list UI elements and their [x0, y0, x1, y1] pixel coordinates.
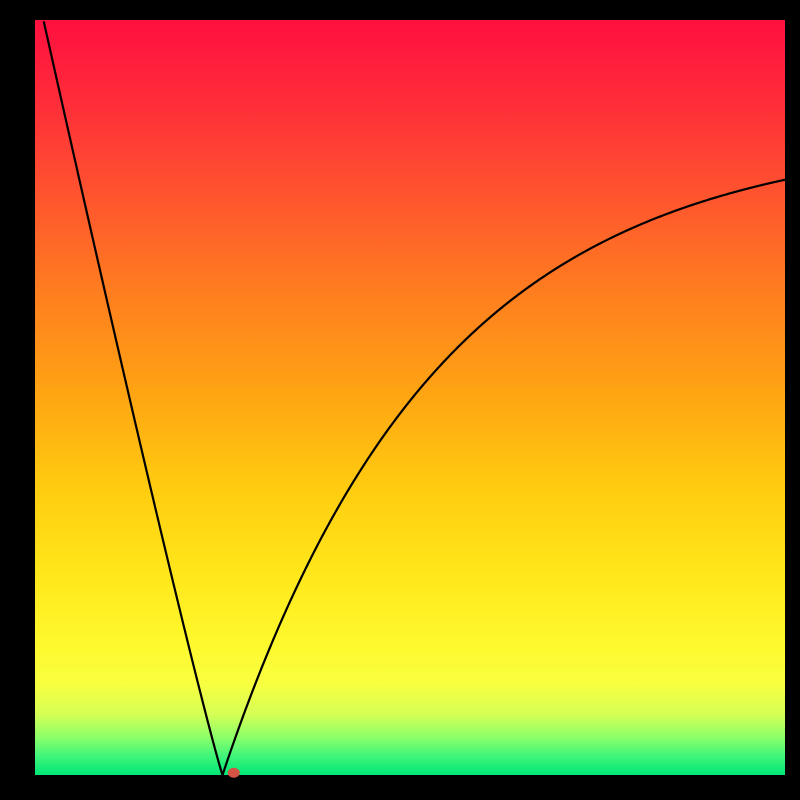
gradient-plot-area	[35, 20, 785, 775]
figure-root: TheBottleneck.com	[0, 0, 800, 800]
